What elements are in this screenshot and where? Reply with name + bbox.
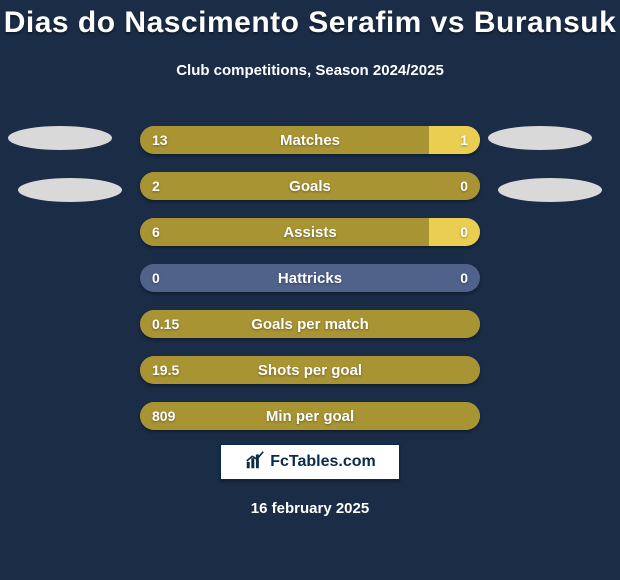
stat-value-right: 1 [460,126,468,154]
stat-value-right: 0 [460,172,468,200]
branding-badge: FcTables.com [220,444,400,480]
stat-value-left: 19.5 [152,356,179,384]
stat-value-left: 2 [152,172,160,200]
stat-bar-left [140,218,429,246]
stat-row: 0 0Hattricks [140,264,480,292]
date-text: 16 february 2025 [0,500,620,517]
stat-row: 19.5Shots per goal [140,356,480,384]
branding-text: FcTables.com [270,453,376,471]
stat-bar-left [140,402,480,430]
comparison-infographic: Dias do Nascimento Serafim vs Buransuk C… [0,0,620,580]
stat-bar-left [140,356,480,384]
stat-row: 60Assists [140,218,480,246]
stat-value-right: 0 [460,218,468,246]
decorative-ellipse [488,126,592,150]
stat-value-right: 0 [460,264,468,292]
decorative-ellipse [8,126,112,150]
stat-bar-left [140,172,480,200]
stat-row: 20Goals [140,172,480,200]
chart-icon [244,449,266,476]
subtitle: Club competitions, Season 2024/2025 [0,62,620,79]
stat-bar-left [140,310,480,338]
stat-value-left: 0 [152,264,160,292]
stat-bar-right [429,218,480,246]
page-title: Dias do Nascimento Serafim vs Buransuk [0,6,620,40]
stat-label: Hattricks [140,264,480,292]
stat-row: 131Matches [140,126,480,154]
stat-value-left: 809 [152,402,175,430]
stat-bar-right [429,126,480,154]
stat-row: 809Min per goal [140,402,480,430]
stat-value-left: 0.15 [152,310,179,338]
stat-value-left: 6 [152,218,160,246]
stat-value-left: 13 [152,126,168,154]
decorative-ellipse [498,178,602,202]
stat-bar-left [140,126,429,154]
decorative-ellipse [18,178,122,202]
stat-row: 0.15Goals per match [140,310,480,338]
